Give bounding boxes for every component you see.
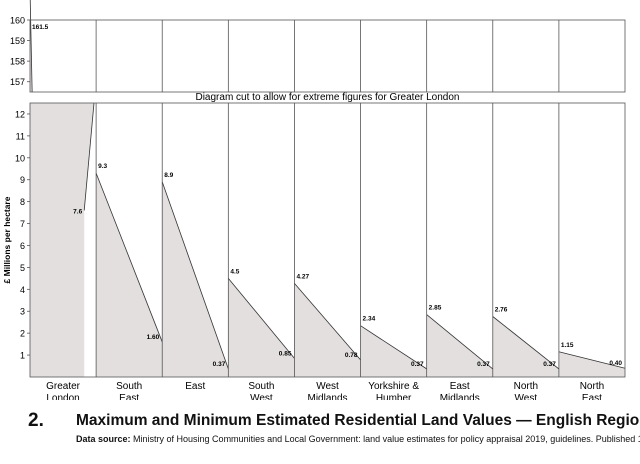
x-category-label-5-1: Humber — [376, 393, 412, 400]
data-source-label: Data source: — [76, 434, 131, 444]
area-6 — [426, 314, 493, 377]
y-tick-label-lower-11: 12 — [15, 109, 25, 119]
x-category-label-3-0: South — [248, 381, 274, 392]
max-value-label-3: 4.5 — [230, 268, 239, 275]
y-tick-label-lower-8: 9 — [20, 175, 25, 185]
area-4 — [294, 283, 361, 377]
slope-line-8 — [558, 351, 626, 369]
x-category-label-8-0: North — [580, 381, 604, 392]
y-tick-label-lower-7: 8 — [20, 197, 25, 207]
area-8 — [558, 351, 625, 377]
data-source: Data source: Ministry of Housing Communi… — [76, 434, 640, 444]
x-category-label-3-1: West — [250, 393, 273, 400]
figure-number: 2. — [28, 410, 44, 431]
area-3 — [228, 278, 295, 377]
max-value-label-6: 2.85 — [429, 305, 442, 312]
y-tick-label-upper-2: 159 — [10, 36, 25, 46]
min-value-label-2: 0.37 — [213, 361, 226, 368]
slope-line-upper-0 — [29, 0, 33, 93]
y-tick-label-lower-2: 3 — [20, 307, 25, 317]
min-value-label-1: 1.60 — [147, 334, 160, 341]
x-category-label-1-1: East — [119, 393, 139, 400]
max-value-label-4: 4.27 — [296, 273, 309, 280]
x-category-label-1-0: South — [116, 381, 142, 392]
y-tick-label-lower-1: 2 — [20, 329, 25, 339]
slope-line-6 — [426, 314, 494, 370]
x-category-label-0-0: Greater — [46, 381, 81, 392]
area-lower-0 — [30, 103, 95, 377]
x-category-label-7-0: North — [514, 381, 538, 392]
area-7 — [492, 316, 559, 377]
slope-line-4 — [294, 283, 361, 361]
y-tick-label-upper-3: 160 — [10, 16, 25, 26]
min-value-label-3: 0.85 — [279, 350, 292, 357]
min-value-label-5: 0.37 — [411, 361, 424, 368]
max-value-label-5: 2.34 — [363, 316, 376, 323]
slope-line-lower-0 — [83, 102, 95, 211]
max-value-label-7: 2.76 — [495, 307, 508, 314]
max-value-label-8: 1.15 — [561, 342, 574, 349]
min-value-label-0: 7.6 — [73, 208, 82, 215]
y-tick-label-lower-5: 6 — [20, 241, 25, 251]
y-tick-label-upper-0: 157 — [10, 77, 25, 87]
min-value-label-8: 0.40 — [609, 360, 622, 367]
slope-line-7 — [492, 316, 560, 370]
area-5 — [360, 325, 427, 377]
upper-panel-frame — [29, 19, 626, 93]
x-category-label-4-1: Midlands — [307, 393, 347, 400]
lower-panel-frame — [29, 102, 626, 378]
min-value-label-6: 0.37 — [477, 361, 490, 368]
x-category-label-6-0: East — [450, 381, 470, 392]
max-value-label-0: 161.5 — [32, 24, 49, 31]
figure-title: Maximum and Minimum Estimated Residentia… — [76, 412, 640, 429]
x-category-label-4-0: West — [316, 381, 339, 392]
y-tick-label-lower-9: 10 — [15, 153, 25, 163]
slope-line-2 — [161, 181, 229, 370]
x-category-label-6-1: Midlands — [440, 393, 480, 400]
data-source-text: Ministry of Housing Communities and Loca… — [130, 434, 640, 444]
max-value-label-2: 8.9 — [164, 172, 173, 179]
x-category-label-0-1: London — [46, 393, 79, 400]
slope-line-3 — [228, 278, 295, 359]
x-category-label-5-0: Yorkshire & — [368, 381, 419, 392]
x-category-label-8-1: East — [582, 393, 602, 400]
y-tick-label-lower-0: 1 — [20, 351, 25, 361]
y-tick-label-lower-10: 11 — [16, 131, 25, 141]
x-category-label-2-0: East — [185, 381, 205, 392]
x-category-label-7-1: West — [515, 393, 538, 400]
y-tick-label-upper-1: 158 — [10, 57, 25, 67]
min-value-label-4: 0.78 — [345, 352, 358, 359]
y-axis-label: £ Millions per hectare — [2, 196, 12, 283]
y-tick-label-lower-4: 5 — [20, 263, 25, 273]
area-1 — [96, 173, 163, 377]
max-value-label-1: 9.3 — [98, 163, 107, 170]
y-tick-label-lower-6: 7 — [20, 219, 25, 229]
y-tick-label-lower-3: 4 — [20, 285, 25, 295]
slope-line-5 — [360, 325, 427, 370]
area-2 — [162, 181, 229, 377]
slope-line-1 — [95, 172, 163, 343]
axis-break-note: Diagram cut to allow for extreme figures… — [195, 92, 459, 103]
min-value-label-7: 0.37 — [543, 361, 556, 368]
